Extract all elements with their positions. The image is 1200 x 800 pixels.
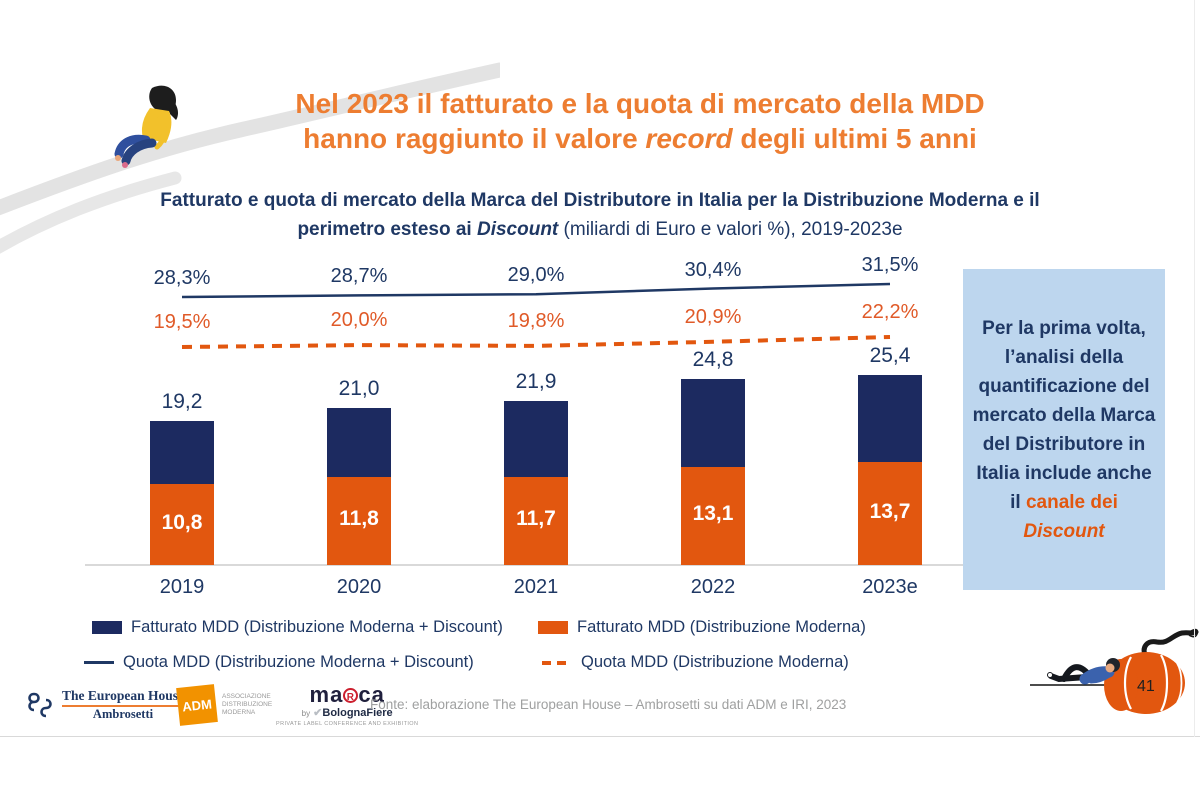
lying-person-icon: [1047, 658, 1120, 685]
bar-moderna-label-2020: 11,8: [339, 506, 379, 530]
road-curve-secondary: [0, 171, 182, 254]
chart-title-line2-italic: Discount: [476, 219, 559, 240]
bar-2022: [681, 379, 745, 565]
x-tick-2019: 2019: [159, 576, 205, 598]
bar-total-label-2023e: 25,4: [869, 343, 911, 367]
footer: The European House Ambrosetti ADM ASSOCI…: [0, 684, 1200, 736]
info-box-highlight-italic: Discount: [1023, 520, 1105, 542]
chart-title: Fatturato e quota di mercato della Marca…: [60, 186, 1140, 244]
title-line2-pre: hanno raggiunto il valore: [303, 123, 646, 154]
pumpkin-illustration: 41: [1030, 628, 1199, 714]
bar-2020: [327, 407, 391, 565]
quota-label-2023e: 31,5%: [861, 254, 919, 276]
slide-title: Nel 2023 il fatturato e la quota di merc…: [140, 86, 1140, 156]
legend-item-fatturato-moderna: Fatturato MDD (Distribuzione Moderna): [538, 618, 866, 637]
quota-label-2020: 20,0%: [330, 309, 388, 332]
bar-moderna-label-2019: 10,8: [161, 510, 203, 534]
slide: Nel 2023 il fatturato e la quota di merc…: [0, 0, 1200, 737]
bar-total-label-2020: 21,0: [338, 376, 380, 400]
bar-segment-moderna-2023e: [858, 462, 922, 565]
legend-item-fatturato-totale: Fatturato MDD (Distribuzione Moderna + D…: [92, 618, 503, 637]
slide-right-edge: [1194, 0, 1195, 737]
bar-moderna-label-2023e: 13,7: [869, 499, 911, 523]
quota-label-2021: 19,8%: [507, 309, 565, 332]
chart-title-line1: Fatturato e quota di mercato della Marca…: [160, 190, 1040, 211]
quota-label-2021: 29,0%: [507, 264, 565, 287]
quota-label-2023e: 22,2%: [861, 301, 919, 323]
bar-2023e: [858, 374, 922, 565]
quota-label-2022: 30,4%: [684, 258, 742, 281]
x-axis-line: [85, 564, 965, 566]
quota-label-2020: 28,7%: [330, 265, 388, 288]
bar-2019: [150, 421, 214, 565]
legend-swatch-orange-dashed-line-icon: [542, 660, 572, 665]
ambrosetti-logo-text: The European House Ambrosetti: [62, 688, 185, 722]
bar-moderna-label-2022: 13,1: [692, 501, 734, 525]
adm-label: ADM: [181, 695, 213, 715]
adm-caption-line1: ASSOCIAZIONE: [222, 693, 271, 700]
ambrosetti-line2: Ambrosetti: [92, 707, 154, 721]
road-ribbon-illustration: [0, 62, 500, 254]
chart-title-line2-post: (miliardi di Euro e valori %), 2019-2023…: [558, 219, 903, 240]
legend-label: Quota MDD (Distribuzione Moderna): [581, 653, 849, 671]
bar-segment-moderna-2021: [504, 477, 568, 565]
bar-segment-moderna-2020: [327, 476, 391, 565]
adm-caption: ASSOCIAZIONE DISTRIBUZIONE MODERNA: [222, 693, 294, 717]
marca-caption: PRIVATE LABEL CONFERENCE AND EXHIBITION: [276, 721, 419, 727]
info-box-text: Per la prima volta, l’analisi della quan…: [971, 314, 1157, 546]
adm-logo: ADM ASSOCIAZIONE DISTRIBUZIONE MODERNA: [176, 684, 294, 726]
page-number: 41: [1137, 678, 1155, 695]
ambrosetti-line1: The European House: [62, 688, 185, 707]
x-tick-2022: 2022: [690, 576, 736, 598]
bar-segment-moderna-2022: [681, 466, 745, 565]
bar-segment-moderna-2019: [150, 484, 214, 565]
ambrosetti-logo: The European House Ambrosetti: [24, 688, 185, 722]
bar-total-label-2019: 19,2: [161, 390, 203, 413]
quota-label-2019: 28,3%: [153, 267, 211, 289]
legend-item-quota-totale: Quota MDD (Distribuzione Moderna + Disco…: [84, 653, 474, 672]
quota-label-2019: 19,5%: [153, 311, 211, 333]
bolognafiere-logo-text: by ✔BolognaFiere: [301, 707, 393, 719]
title-line1: Nel 2023 il fatturato e la quota di merc…: [295, 88, 985, 119]
legend-swatch-orange-bar-icon: [538, 621, 568, 634]
registered-mark-icon: R: [343, 688, 359, 703]
title-line2-italic: record: [645, 123, 733, 154]
quota-line-moderna: [181, 335, 891, 349]
legend-swatch-navy-line-icon: [84, 661, 114, 664]
source-text: Fonte: elaborazione The European House –…: [370, 697, 847, 712]
x-tick-2023e: 2023e: [862, 576, 918, 598]
info-box-highlight: canale dei: [1025, 491, 1118, 513]
adm-logo-icon: ADM: [176, 684, 218, 726]
legend-swatch-navy-bar-icon: [92, 621, 122, 634]
bar-total-label-2021: 21,9: [515, 369, 557, 393]
x-tick-2021: 2021: [513, 576, 559, 598]
legend-label: Quota MDD (Distribuzione Moderna + Disco…: [123, 653, 474, 671]
legend-item-quota-moderna: Quota MDD (Distribuzione Moderna): [542, 653, 849, 672]
adm-caption-line2: DISTRIBUZIONE MODERNA: [222, 701, 273, 716]
bar-moderna-label-2021: 11,7: [516, 507, 556, 531]
bolognafiere-check-icon: ✔: [313, 707, 323, 719]
x-tick-2020: 2020: [336, 576, 382, 598]
pumpkin-icon: [1104, 628, 1199, 714]
title-line2-post: degli ultimi 5 anni: [732, 123, 977, 154]
legend-label: Fatturato MDD (Distribuzione Moderna): [577, 618, 866, 636]
legend-label: Fatturato MDD (Distribuzione Moderna + D…: [131, 618, 503, 636]
bar-total-label-2022: 24,8: [692, 348, 734, 371]
quota-label-2022: 20,9%: [684, 305, 742, 328]
ambrosetti-logo-icon: [28, 692, 52, 718]
info-box: Per la prima volta, l’analisi della quan…: [963, 269, 1165, 590]
bar-2021: [504, 400, 568, 565]
chart-title-line2-pre: perimetro esteso ai: [297, 219, 477, 240]
sitting-person-icon: [114, 85, 178, 168]
info-box-main: Per la prima volta, l’analisi della quan…: [972, 317, 1156, 513]
road-curve-main: [0, 62, 500, 216]
